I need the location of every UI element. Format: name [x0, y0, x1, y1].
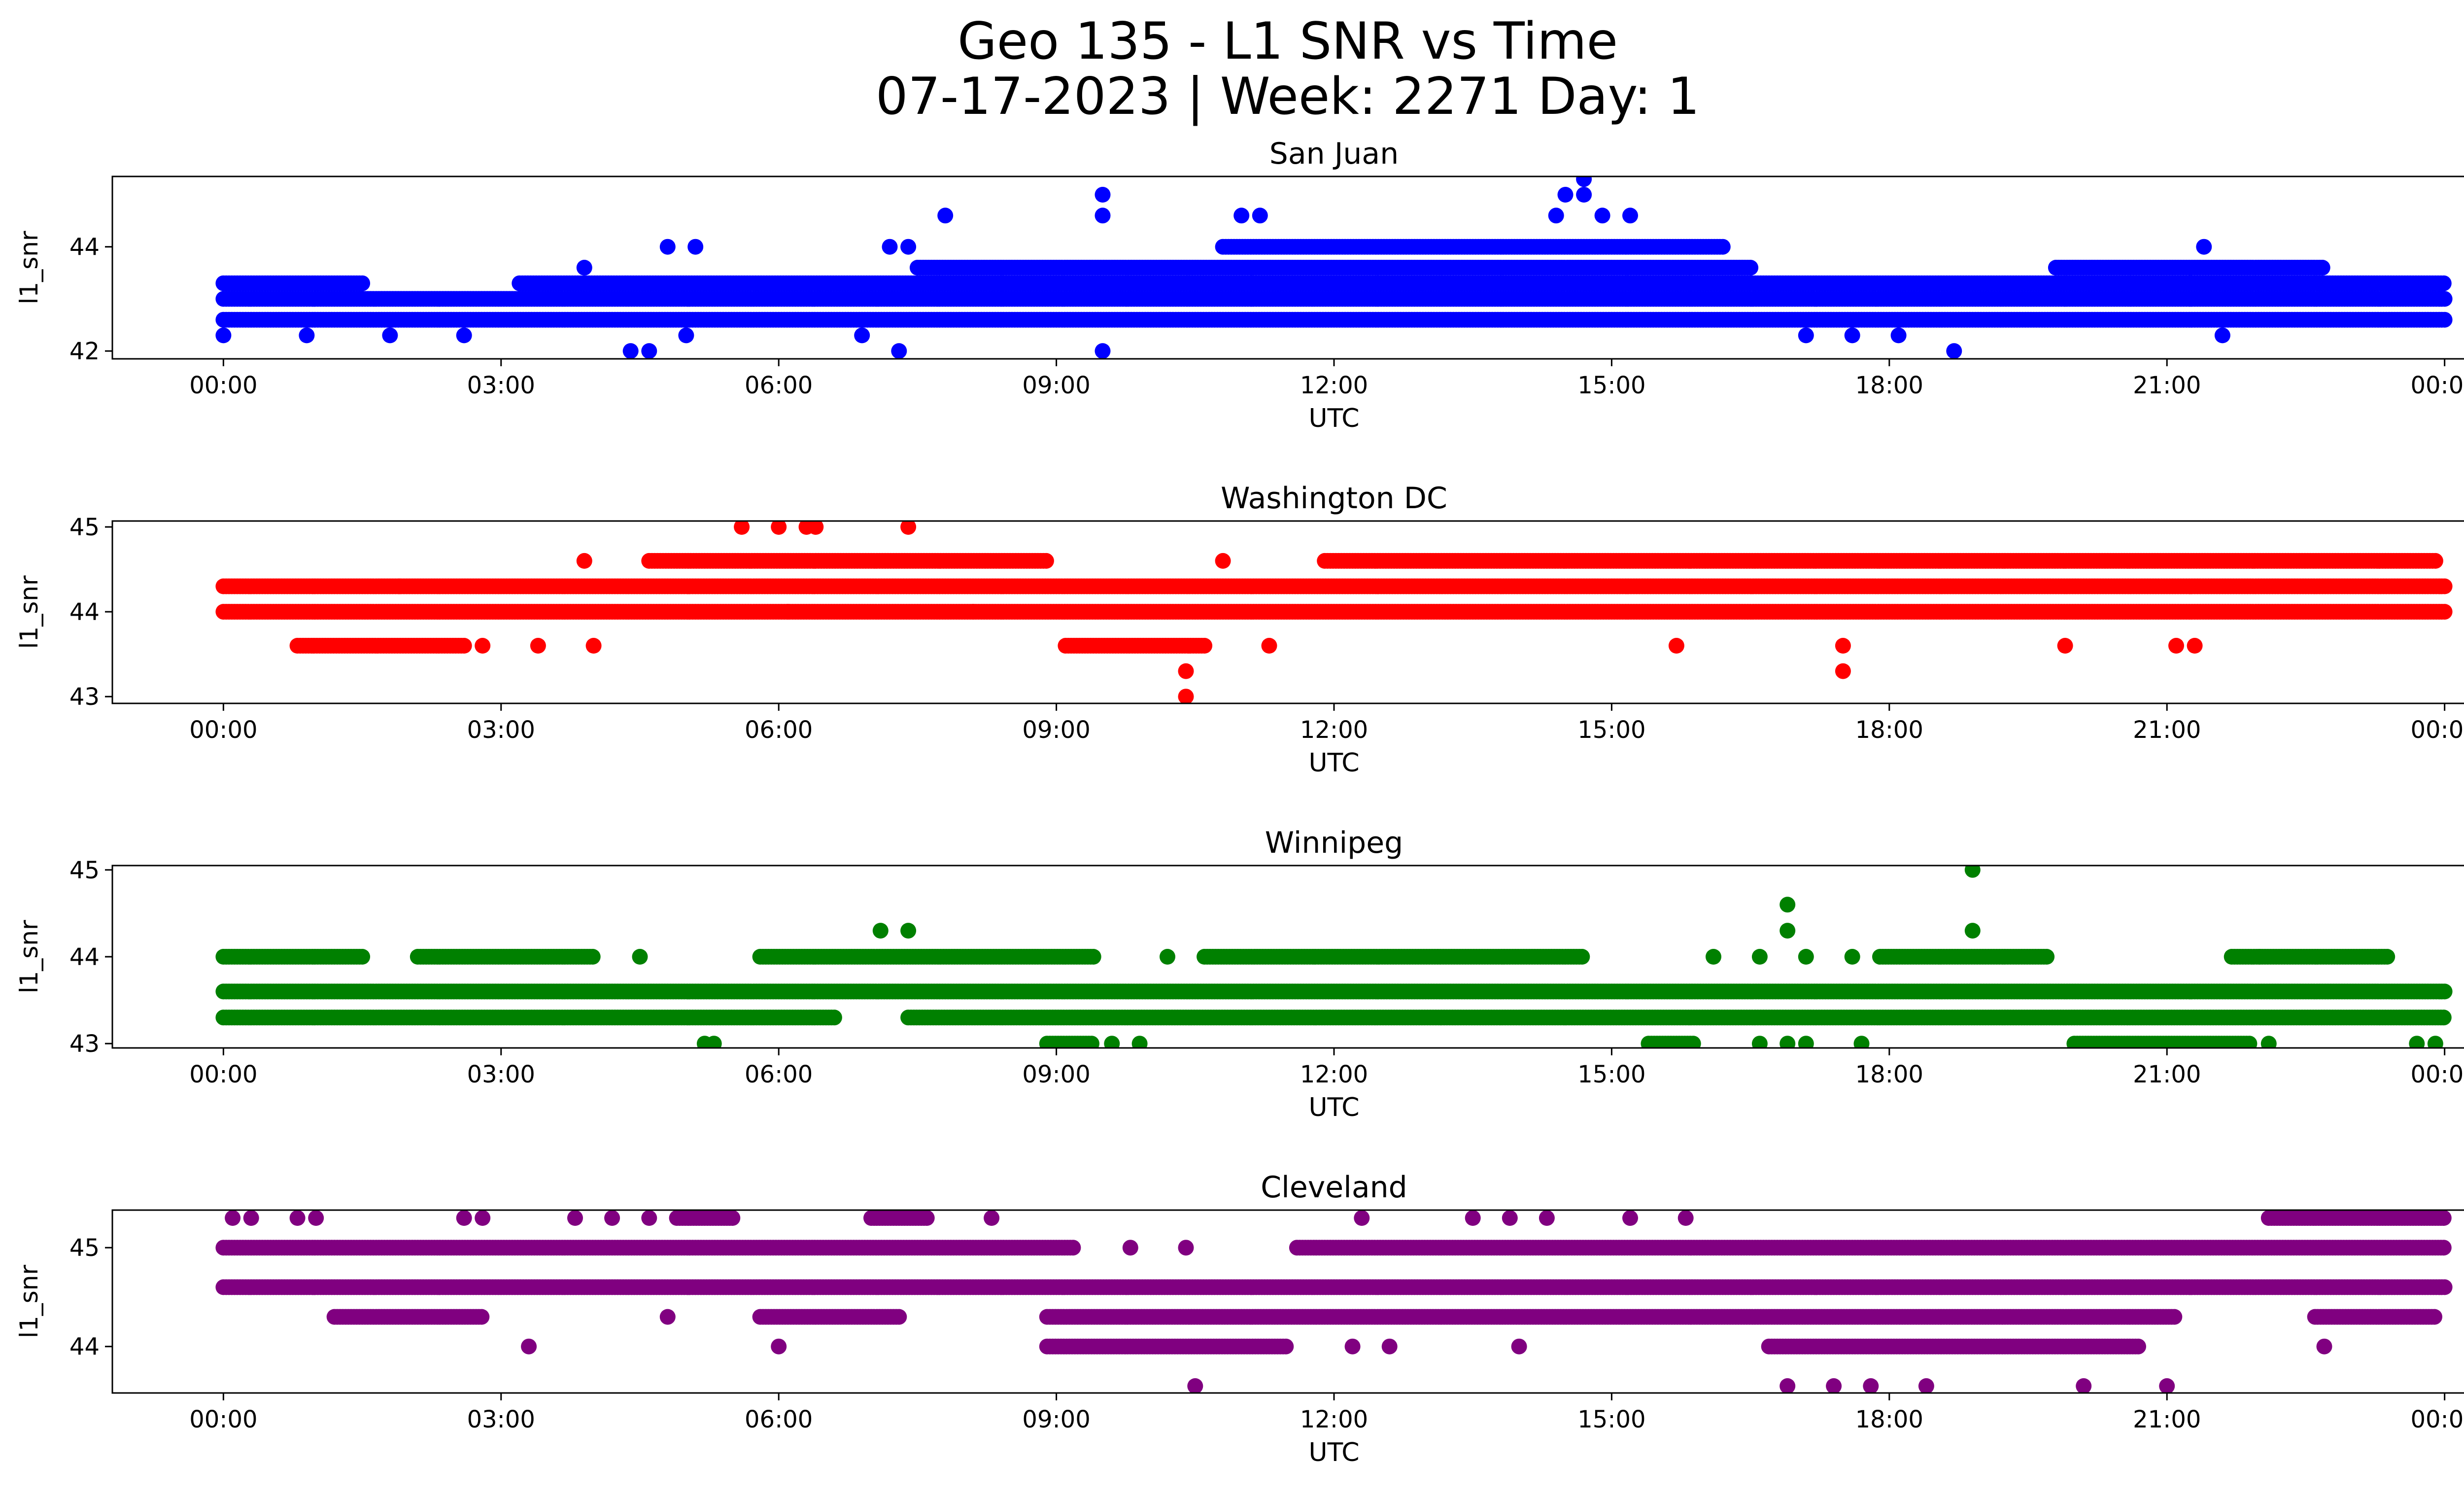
data-point	[382, 327, 398, 344]
data-point	[1233, 208, 1250, 224]
data-point	[1576, 187, 1592, 203]
x-tick-label: 12:00	[1300, 372, 1368, 399]
x-tick-label: 21:00	[2133, 372, 2201, 399]
y-tick-label: 44	[69, 234, 100, 261]
x-tick-label: 00:00	[189, 372, 257, 399]
data-point	[2436, 604, 2453, 620]
data-point	[1890, 327, 1907, 344]
subplot-title: Washington DC	[1221, 481, 1447, 516]
data-point	[576, 260, 592, 276]
data-point	[1798, 327, 1814, 344]
data-point	[1576, 176, 1592, 187]
data-point	[1594, 208, 1610, 224]
data-point	[1095, 187, 1111, 203]
data-point	[891, 343, 907, 359]
data-point	[1844, 327, 1860, 344]
data-point	[215, 327, 232, 344]
data-point	[2435, 275, 2452, 291]
data-point	[1252, 208, 1268, 224]
subplot-title: San Juan	[1269, 137, 1399, 171]
data-point	[678, 327, 694, 344]
data-point	[1095, 208, 1111, 224]
data-point	[900, 239, 917, 255]
data-point	[456, 638, 472, 654]
data-point	[882, 239, 898, 255]
data-point	[299, 327, 315, 344]
x-tick-label: 00:00	[2410, 372, 2464, 399]
y-axis-label: l1_snr	[15, 231, 43, 304]
figure-title-line-2: 07-17-2023 | Week: 2271 Day: 1	[875, 67, 1700, 126]
data-point	[2436, 578, 2453, 594]
data-point	[1557, 187, 1574, 203]
data-point	[1038, 553, 1054, 569]
x-tick-label: 06:00	[745, 372, 813, 399]
data-point	[2196, 239, 2212, 255]
x-tick-label: 03:00	[467, 372, 535, 399]
x-axis-label: UTC	[1308, 404, 1359, 433]
y-tick-label: 42	[69, 338, 100, 365]
data-point	[354, 275, 371, 291]
data-point	[456, 327, 472, 344]
data-point	[641, 343, 657, 359]
data-point	[2314, 260, 2330, 276]
data-point	[2436, 312, 2453, 328]
figure-title-line-1: Geo 135 - L1 SNR vs Time	[957, 12, 1618, 71]
data-point	[1714, 239, 1731, 255]
x-tick-label: 09:00	[1022, 372, 1090, 399]
x-tick-label: 18:00	[1855, 372, 1923, 399]
data-point	[2214, 327, 2230, 344]
data-point	[1946, 343, 1962, 359]
data-point	[1197, 638, 1213, 654]
data-point	[1095, 343, 1111, 359]
data-point	[854, 327, 870, 344]
data-point	[1743, 260, 1759, 276]
data-points	[215, 176, 2453, 359]
data-point	[937, 208, 954, 224]
data-point	[1548, 208, 1564, 224]
data-point	[622, 343, 639, 359]
subplot-1: San Juan 00:00 03:00 06:00 09:00 12:00 15:00 18…	[15, 137, 2464, 433]
data-points	[215, 521, 2453, 703]
x-tick-label: 15:00	[1577, 372, 1645, 399]
data-point	[1622, 208, 1638, 224]
data-point	[659, 239, 676, 255]
data-point	[2436, 291, 2453, 307]
data-point	[687, 239, 704, 255]
